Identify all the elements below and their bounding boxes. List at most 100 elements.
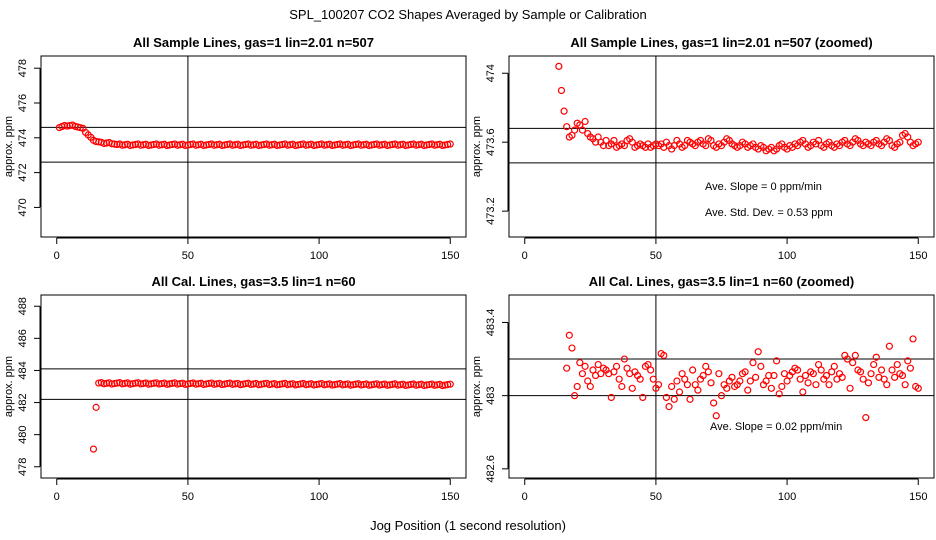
- data-point: [770, 371, 778, 380]
- data-point: [333, 380, 342, 388]
- data-point: [302, 381, 310, 389]
- data-point: [639, 393, 647, 402]
- plot-frame: [40, 55, 467, 238]
- data-point: [702, 362, 710, 370]
- data-point: [568, 344, 576, 352]
- data-point: [573, 382, 581, 391]
- data-point: [570, 126, 579, 134]
- data-point: [649, 375, 657, 383]
- data-point: [184, 380, 192, 388]
- data-point: [388, 380, 397, 388]
- data-point: [257, 380, 265, 388]
- x-tick-label: 100: [778, 491, 796, 503]
- data-point: [662, 393, 671, 402]
- data-point: [231, 141, 239, 149]
- data-point: [812, 381, 820, 389]
- data-point: [168, 140, 176, 149]
- data-point: [147, 380, 155, 388]
- data-point: [158, 141, 166, 149]
- data-point: [370, 380, 378, 388]
- data-point: [155, 141, 163, 149]
- panels-group: All Sample Lines, gas=1 lin=2.01 n=507 0 5…: [3, 35, 935, 503]
- data-point: [415, 141, 423, 149]
- data-point: [236, 141, 244, 150]
- data-point: [686, 395, 694, 403]
- data-point: [239, 141, 247, 149]
- y-tick-label: 473.6: [485, 128, 497, 156]
- y-tick-label: 473.2: [485, 197, 497, 225]
- data-point: [118, 380, 126, 388]
- x-tick-label: 0: [522, 250, 528, 262]
- y-tick-label: 483: [485, 386, 497, 404]
- data-point: [202, 380, 210, 388]
- data-point: [749, 359, 757, 367]
- data-point: [584, 377, 592, 385]
- data-point: [553, 48, 559, 54]
- y-axis-label: approx. ppm: [471, 116, 483, 177]
- data-point: [375, 381, 384, 389]
- data-point: [139, 379, 147, 388]
- data-point: [163, 141, 171, 150]
- data-point: [386, 381, 394, 389]
- data-point: [331, 381, 339, 389]
- figure-title: SPL_100207 CO2 Shapes Averaged by Sample…: [289, 7, 647, 22]
- data-point: [110, 379, 119, 388]
- data-point: [441, 141, 449, 149]
- data-point: [378, 141, 386, 149]
- panel-title: All Sample Lines, gas=1 lin=2.01 n=507 (…: [570, 35, 872, 50]
- x-tick-label: 100: [310, 250, 328, 262]
- data-point: [231, 380, 239, 388]
- data-point: [131, 379, 140, 387]
- data-point: [420, 141, 428, 150]
- data-point: [704, 368, 712, 376]
- data-point: [804, 379, 812, 387]
- data-point: [891, 373, 899, 381]
- data-point: [276, 380, 284, 388]
- data-points: [55, 121, 454, 150]
- data-point: [383, 141, 391, 150]
- data-point: [407, 140, 415, 149]
- data-point: [331, 141, 339, 149]
- data-point: [255, 381, 263, 389]
- data-point: [346, 141, 355, 150]
- y-axis-label: approx. ppm: [3, 356, 15, 417]
- data-point: [268, 380, 276, 388]
- data-point: [589, 366, 597, 374]
- annotation-text: Ave. Std. Dev. = 0.53 ppm: [705, 207, 833, 219]
- data-point: [914, 138, 922, 146]
- data-point: [297, 380, 305, 388]
- data-point: [675, 388, 684, 396]
- data-point: [165, 141, 174, 149]
- data-point: [793, 366, 802, 374]
- data-point: [636, 375, 644, 383]
- data-point: [757, 362, 765, 370]
- data-point: [176, 141, 184, 149]
- data-point: [394, 381, 402, 389]
- x-tick-label: 50: [182, 250, 194, 262]
- data-point: [242, 140, 250, 149]
- data-point: [660, 351, 668, 359]
- data-point: [352, 380, 360, 388]
- data-point: [778, 382, 786, 391]
- data-point: [304, 141, 313, 149]
- data-point: [689, 366, 697, 374]
- data-point: [312, 380, 321, 389]
- data-point: [221, 380, 229, 388]
- data-point: [260, 380, 268, 388]
- data-point: [618, 382, 626, 391]
- data-point: [754, 348, 762, 356]
- data-point: [284, 381, 292, 389]
- data-point: [772, 357, 781, 365]
- data-point: [909, 335, 917, 343]
- data-point: [265, 380, 273, 389]
- data-point: [113, 140, 121, 149]
- x-tick-label: 150: [441, 250, 459, 262]
- panel-title: All Cal. Lines, gas=3.5 lin=1 n=60 (zoom…: [589, 274, 855, 289]
- data-point: [218, 380, 226, 389]
- data-point: [830, 362, 838, 370]
- plot-frame: [40, 294, 467, 479]
- data-point: [63, 122, 71, 130]
- x-tick-label: 150: [909, 491, 927, 503]
- x-tick-label: 0: [54, 491, 60, 503]
- y-axis-label: approx. ppm: [471, 356, 483, 417]
